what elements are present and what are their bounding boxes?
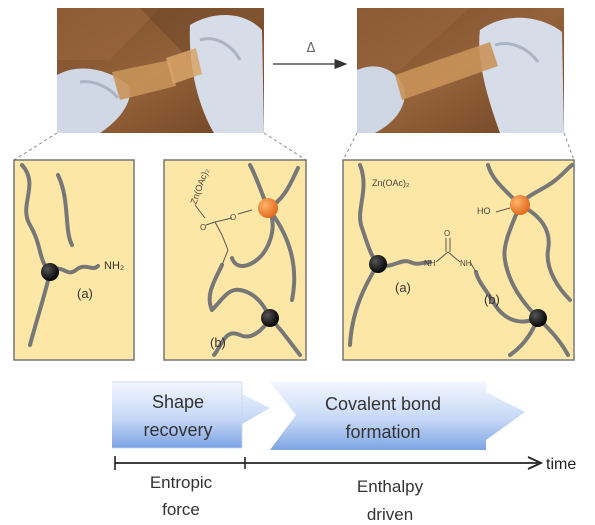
flow-step-covalent-bond: Covalent bond formation: [270, 382, 525, 450]
flow-step-shape-recovery: Shape recovery: [112, 381, 270, 449]
panel-right: Zn(OAc)₂ HO NH NH O (a) (b): [342, 159, 575, 361]
marker-b-label: (b): [210, 335, 226, 350]
time-axis-label: time: [546, 456, 576, 473]
enthalpy-line1: Enthalpy: [357, 477, 424, 496]
heating-arrow: Δ: [273, 41, 348, 70]
step1-line2: recovery: [143, 420, 212, 440]
photo-after-heating: [357, 8, 564, 134]
orange-node: [258, 198, 278, 218]
ester-o2: O: [230, 213, 236, 222]
marker-a-label: (a): [395, 280, 411, 295]
carbonyl-o-label: O: [444, 229, 450, 238]
crosslink-node: [529, 309, 547, 327]
crosslink-node: [261, 309, 279, 327]
photo-before-heating: [57, 8, 264, 133]
panel-middle: O O Zn(OAc)₂ (b): [163, 159, 307, 361]
nh-right-label: NH: [460, 259, 472, 268]
entropic-line2: force: [162, 500, 200, 519]
step1-line1: Shape: [152, 392, 204, 412]
hydroxyl-label: HO: [477, 206, 491, 216]
heat-symbol: Δ: [307, 41, 316, 56]
amine-label: NH₂: [104, 260, 124, 272]
marker-b-label: (b): [484, 292, 500, 307]
timeline: time Entropic force Enthalpy driven: [114, 456, 576, 524]
nh-left-label: NH: [424, 259, 436, 268]
crosslink-node: [369, 255, 387, 273]
step2-line1: Covalent bond: [325, 394, 441, 414]
zoom-lines: [13, 132, 575, 161]
enthalpy-line2: driven: [367, 505, 413, 524]
step2-line2: formation: [345, 422, 420, 442]
crosslink-node: [41, 263, 59, 281]
ester-o: O: [200, 223, 206, 232]
catalyst-label: Zn(OAc)₂: [372, 178, 410, 188]
orange-node: [510, 195, 530, 215]
panel-left: NH₂ (a): [13, 159, 135, 361]
entropic-line1: Entropic: [150, 473, 213, 492]
marker-a-label: (a): [77, 286, 93, 301]
